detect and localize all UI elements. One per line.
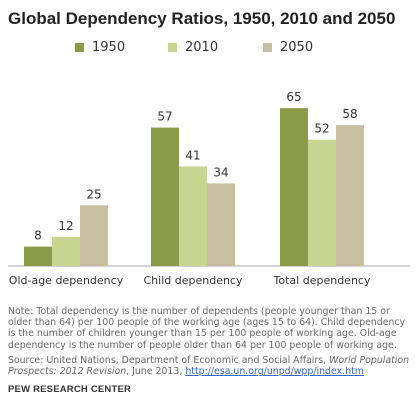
source-prefix: Source: United Nations, Department of Ec… (8, 355, 330, 366)
bar-1950-1 (151, 127, 179, 266)
data-label-2010-2: 52 (314, 122, 329, 136)
bar-2050-0 (80, 205, 108, 266)
category-label-0: Old-age dependency (9, 274, 124, 287)
chart-title: Global Dependency Ratios, 1950, 2010 and… (8, 9, 396, 28)
legend-label-2010: 2010 (185, 40, 219, 55)
legend-swatch-2050 (263, 43, 272, 52)
chart-source: Source: United Nations, Department of Ec… (8, 355, 413, 377)
legend-label-2050: 2050 (280, 40, 314, 55)
bar-2010-2 (308, 139, 336, 266)
source-publication: World Population Prospects: 2012 Revisio… (8, 355, 410, 378)
brand-logo-text: PEW RESEARCH CENTER (8, 384, 132, 395)
bar-1950-2 (280, 108, 308, 266)
legend-item-2050: 2050 (263, 40, 313, 55)
legend-label-1950: 1950 (92, 40, 126, 55)
bar-2050-1 (207, 183, 235, 266)
data-label-1950-0: 8 (34, 229, 42, 243)
legend-swatch-1950 (75, 43, 84, 52)
source-middle: , June 2013, (126, 366, 186, 378)
bar-chart: 8 12 25 Old-age dependency 57 41 34 Child depen… (8, 90, 410, 287)
category-label-2: Total dependency (273, 274, 371, 287)
legend-swatch-2010 (168, 43, 177, 52)
bar-2010-1 (179, 166, 207, 266)
legend: 1950 2010 2050 (0, 40, 415, 56)
data-label-2050-0: 25 (86, 187, 101, 201)
bar-2050-2 (336, 125, 364, 267)
category-label-1: Child dependency (144, 274, 243, 287)
data-label-2050-2: 58 (342, 107, 357, 121)
data-label-2010-0: 12 (58, 219, 73, 233)
data-label-2010-1: 41 (185, 148, 200, 162)
data-label-1950-1: 57 (157, 110, 172, 124)
data-label-1950-2: 65 (286, 90, 301, 104)
legend-item-2010: 2010 (168, 40, 218, 55)
source-link[interactable]: http://esa.un.org/unpd/wpp/index.htm (185, 366, 364, 378)
bar-2010-0 (52, 236, 80, 266)
data-label-2050-1: 34 (213, 165, 228, 179)
legend-item-1950: 1950 (75, 40, 125, 55)
bar-1950-0 (24, 246, 52, 266)
chart-note: Note: Total dependency is the number of … (8, 306, 406, 351)
